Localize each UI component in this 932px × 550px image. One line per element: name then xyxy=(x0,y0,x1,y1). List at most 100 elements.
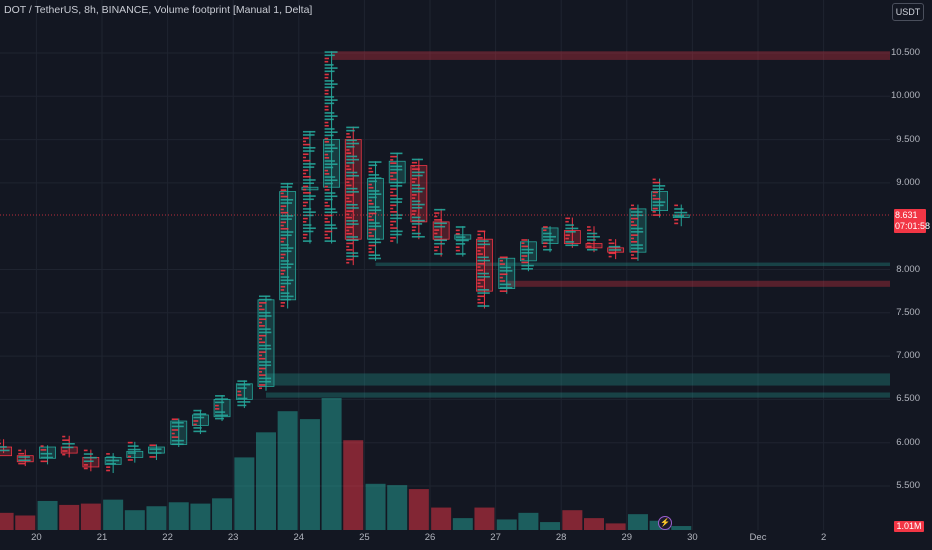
footprint-level xyxy=(521,245,529,248)
footprint-level xyxy=(324,89,329,92)
price-tick-label: 9.000 xyxy=(896,176,920,188)
price-tick-label: 6.500 xyxy=(896,393,920,405)
footprint-level xyxy=(346,126,360,129)
volume-zone xyxy=(331,51,891,60)
footprint-level xyxy=(390,204,397,207)
footprint-level xyxy=(302,211,316,213)
footprint-level xyxy=(565,224,574,226)
footprint-level xyxy=(587,235,600,238)
footprint-level xyxy=(630,221,634,223)
volume-bar xyxy=(299,419,320,530)
footprint-level xyxy=(0,446,7,448)
footprint-level xyxy=(346,165,350,167)
footprint-level xyxy=(193,409,202,412)
footprint-level xyxy=(324,182,333,185)
volume-bar xyxy=(518,512,539,530)
footprint-level xyxy=(324,64,334,66)
footprint-level xyxy=(477,230,486,233)
volume-zone xyxy=(506,280,890,287)
last-price-value: 8.631 xyxy=(895,210,918,220)
footprint-level xyxy=(455,253,466,255)
footprint-level xyxy=(106,453,110,455)
footprint-level xyxy=(587,226,591,228)
footprint-level xyxy=(587,248,598,251)
footprint-level xyxy=(477,279,485,281)
footprint-level xyxy=(259,367,266,370)
footprint-level xyxy=(171,439,184,442)
footprint-level xyxy=(106,466,111,468)
footprint-level xyxy=(411,165,416,167)
footprint-candle xyxy=(520,239,537,272)
time-tick-label: 28 xyxy=(555,532,567,543)
footprint-level xyxy=(324,54,335,57)
footprint-level xyxy=(630,234,638,236)
footprint-level xyxy=(565,234,570,236)
footprint-level xyxy=(346,200,352,203)
currency-button[interactable]: USDT xyxy=(892,3,924,21)
footprint-level xyxy=(499,270,513,272)
footprint-level xyxy=(259,321,263,324)
footprint-level xyxy=(652,188,664,190)
footprint-level xyxy=(652,207,658,210)
footprint-level xyxy=(259,308,265,311)
footprint-level xyxy=(18,456,30,458)
footprint-level xyxy=(259,387,263,390)
price-tick-label: 8.000 xyxy=(896,263,920,275)
footprint-level xyxy=(543,235,556,238)
footprint-level xyxy=(434,222,447,225)
volume-bar xyxy=(277,411,298,530)
footprint-level xyxy=(280,276,290,278)
footprint-level xyxy=(259,331,272,334)
price-tick-label: 7.000 xyxy=(896,350,920,362)
footprint-level xyxy=(259,364,272,367)
footprint-level xyxy=(324,76,329,79)
footprint-level xyxy=(346,236,359,238)
volume-bar xyxy=(387,485,408,530)
footprint-level xyxy=(368,251,375,253)
footprint-level xyxy=(106,459,120,462)
footprint-level xyxy=(411,171,425,174)
footprint-level xyxy=(587,232,598,235)
footprint-level xyxy=(324,153,329,156)
flash-icon[interactable]: ⚡ xyxy=(658,516,672,530)
footprint-level xyxy=(477,282,481,285)
footprint-level xyxy=(411,184,421,187)
footprint-level xyxy=(280,192,284,195)
footprint-level xyxy=(302,166,315,168)
footprint-level xyxy=(324,166,334,169)
footprint-level xyxy=(368,203,374,205)
footprint-level xyxy=(280,231,294,233)
footprint-level xyxy=(0,442,1,445)
footprint-level xyxy=(434,232,438,235)
footprint-level xyxy=(346,162,355,164)
volume-bar xyxy=(321,398,342,530)
time-tick-label: 27 xyxy=(490,532,501,543)
footprint-level xyxy=(18,459,31,462)
footprint-level xyxy=(499,259,503,262)
footprint-candle xyxy=(367,161,384,261)
footprint-level xyxy=(411,168,420,170)
footprint-level xyxy=(346,258,353,261)
volume-bar xyxy=(234,457,255,530)
footprint-level xyxy=(280,202,293,204)
footprint-level xyxy=(127,452,136,454)
footprint-candle xyxy=(476,230,493,309)
price-tick-label: 6.000 xyxy=(896,436,920,448)
footprint-level xyxy=(390,201,403,203)
footprint-level xyxy=(499,286,513,289)
footprint-level xyxy=(630,231,644,233)
footprint-level xyxy=(193,413,207,415)
footprint-level xyxy=(237,394,242,396)
footprint-level xyxy=(652,185,666,187)
price-tick-label: 10.500 xyxy=(890,47,920,58)
time-tick-label: 2 xyxy=(820,532,827,543)
footprint-level xyxy=(411,226,417,228)
footprint-level xyxy=(346,191,359,193)
footprint-candle xyxy=(629,204,647,261)
footprint-level xyxy=(543,226,548,228)
footprint-candle xyxy=(498,256,516,294)
footprint-level xyxy=(324,144,335,146)
footprint-level xyxy=(259,341,266,344)
footprint-level xyxy=(390,211,398,213)
